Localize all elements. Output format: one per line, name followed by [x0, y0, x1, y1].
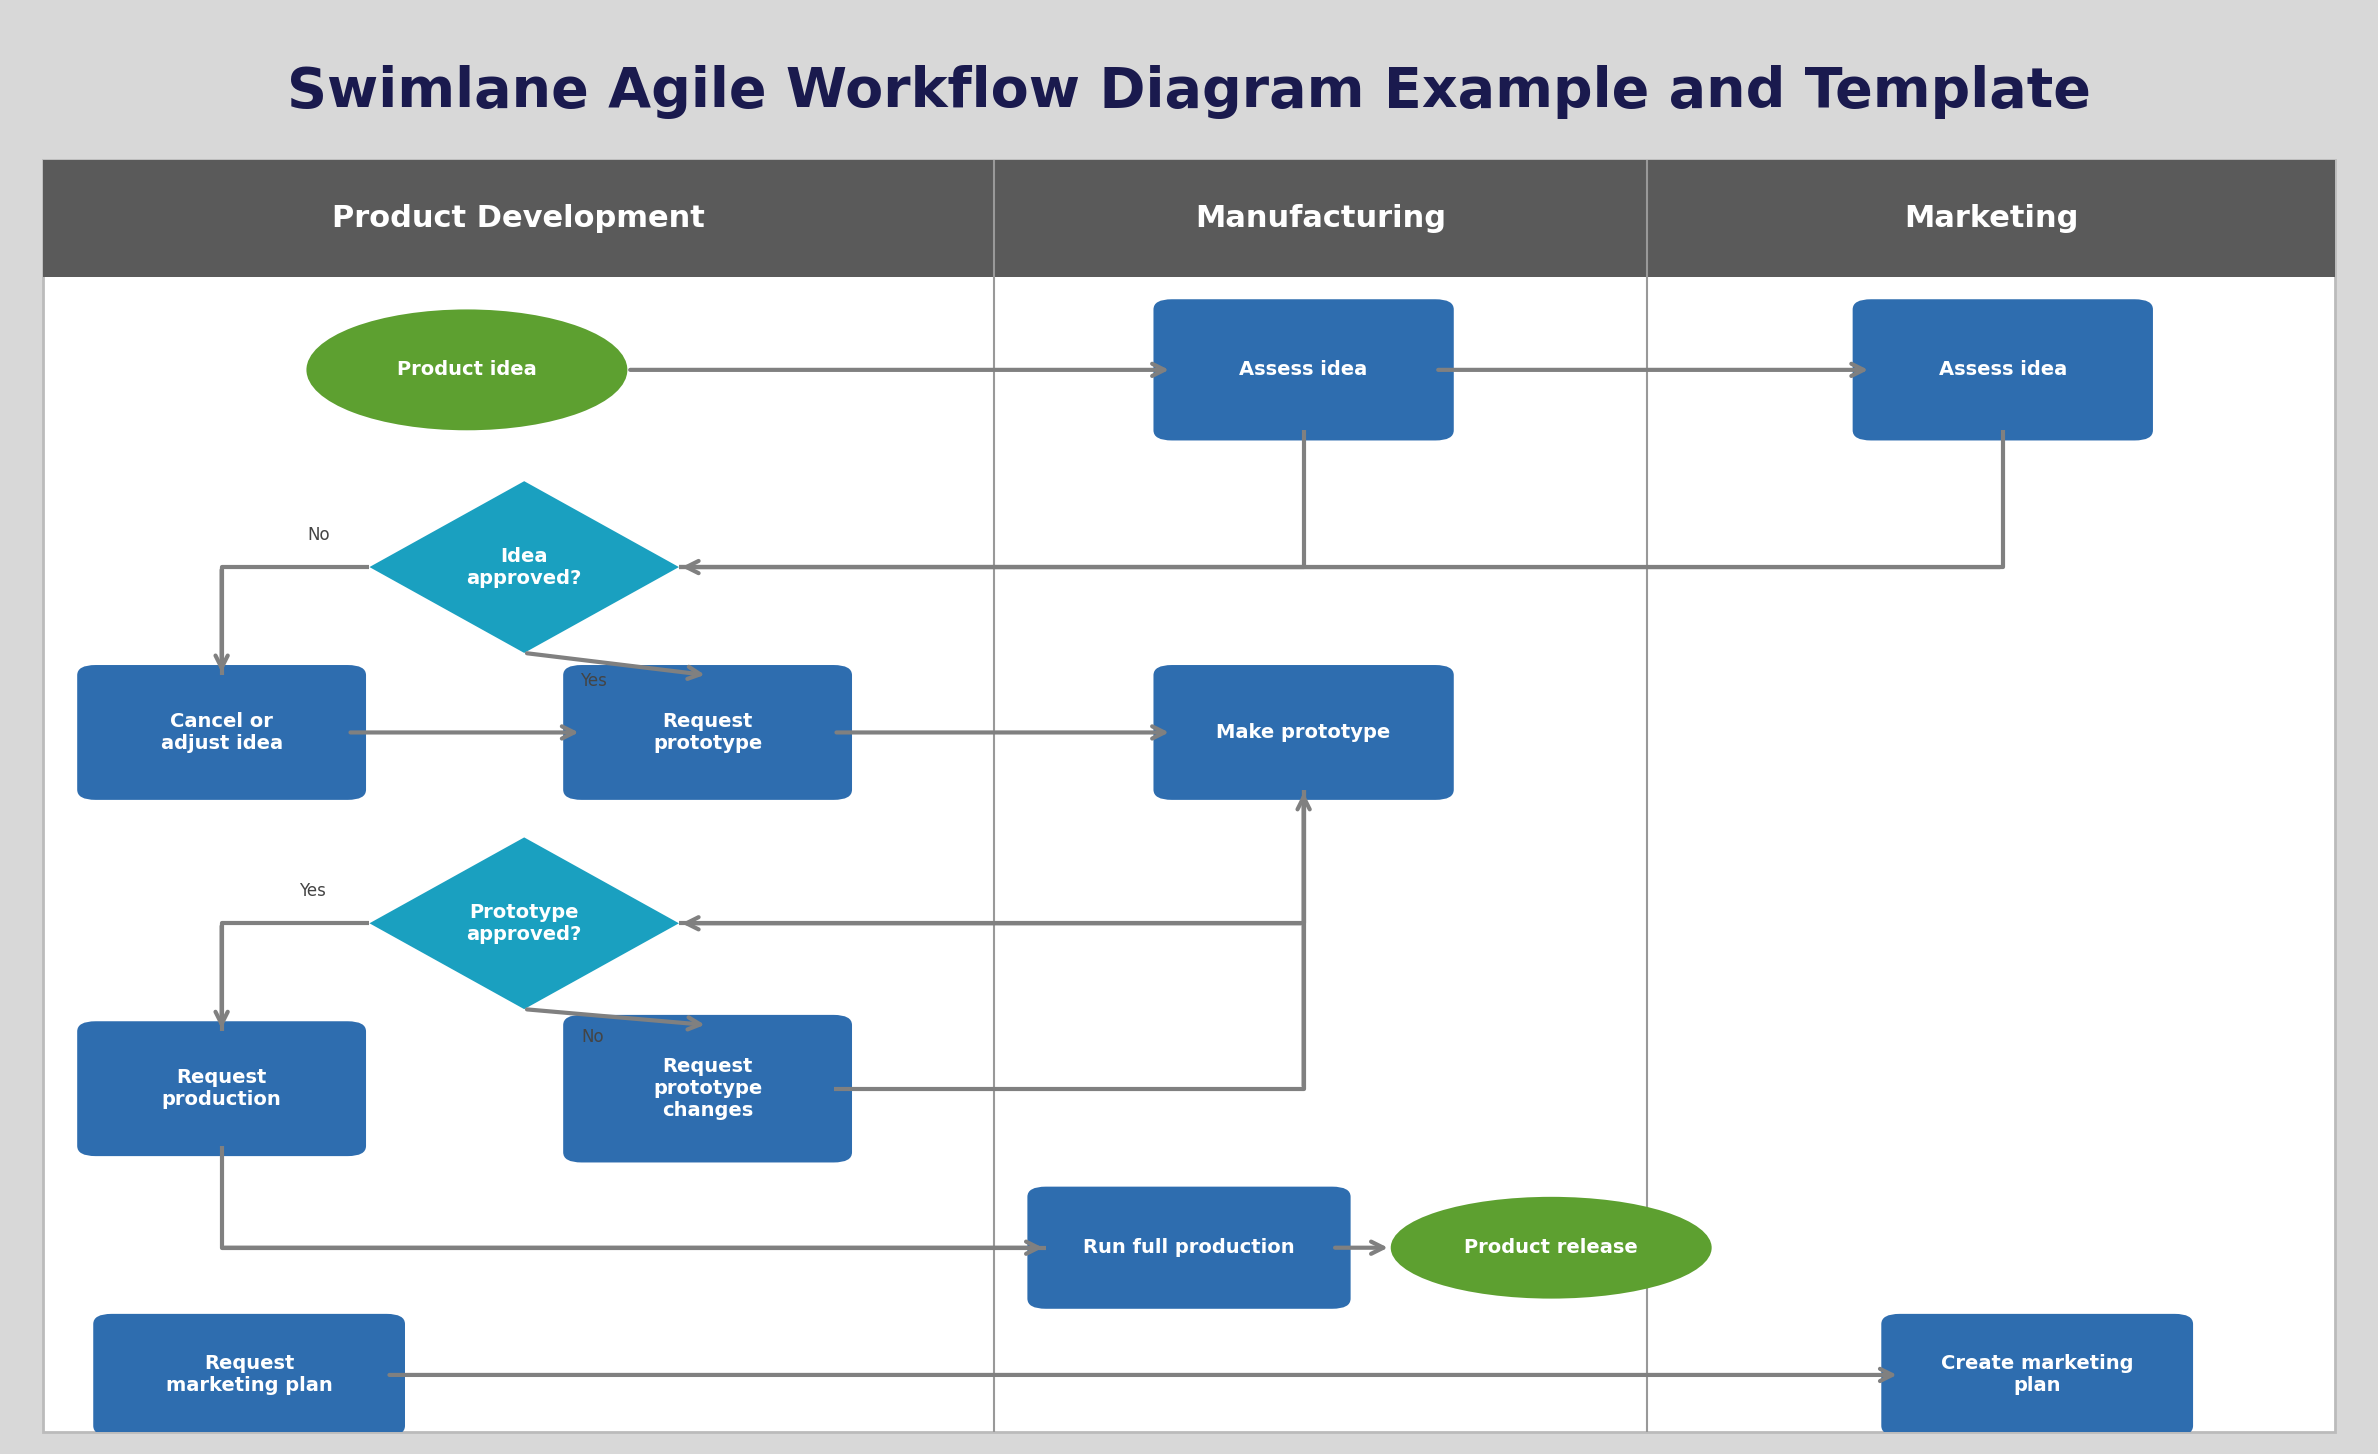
Text: Request
prototype
changes: Request prototype changes	[654, 1057, 763, 1120]
Text: Request
prototype: Request prototype	[654, 712, 763, 753]
FancyBboxPatch shape	[43, 160, 2335, 276]
Text: No: No	[583, 1028, 604, 1047]
Text: Request
production: Request production	[162, 1069, 281, 1109]
Text: Make prototype: Make prototype	[1218, 723, 1391, 742]
Text: Prototype
approved?: Prototype approved?	[466, 903, 583, 944]
Text: Product Development: Product Development	[333, 204, 704, 233]
Text: Assess idea: Assess idea	[1938, 361, 2066, 379]
FancyBboxPatch shape	[1153, 664, 1453, 800]
Text: Create marketing
plan: Create marketing plan	[1940, 1355, 2133, 1396]
Polygon shape	[369, 481, 680, 653]
FancyBboxPatch shape	[43, 160, 2335, 1432]
Text: Marketing: Marketing	[1905, 204, 2078, 233]
FancyBboxPatch shape	[1852, 300, 2152, 441]
Text: Product release: Product release	[1465, 1239, 1638, 1258]
Text: Cancel or
adjust idea: Cancel or adjust idea	[162, 712, 283, 753]
FancyBboxPatch shape	[1153, 300, 1453, 441]
FancyBboxPatch shape	[1881, 1314, 2193, 1437]
FancyBboxPatch shape	[93, 1314, 404, 1437]
FancyBboxPatch shape	[76, 664, 366, 800]
FancyBboxPatch shape	[1027, 1186, 1351, 1309]
Ellipse shape	[307, 310, 628, 430]
Text: Request
marketing plan: Request marketing plan	[166, 1355, 333, 1396]
FancyBboxPatch shape	[76, 1021, 366, 1156]
FancyBboxPatch shape	[564, 664, 851, 800]
Text: Run full production: Run full production	[1084, 1239, 1294, 1258]
Text: No: No	[307, 526, 331, 544]
FancyBboxPatch shape	[564, 1015, 851, 1163]
Text: Idea
approved?: Idea approved?	[466, 547, 583, 587]
Text: Swimlane Agile Workflow Diagram Example and Template: Swimlane Agile Workflow Diagram Example …	[288, 65, 2090, 119]
Text: Manufacturing: Manufacturing	[1196, 204, 1446, 233]
Polygon shape	[369, 838, 680, 1009]
Text: Yes: Yes	[300, 883, 326, 900]
Ellipse shape	[1391, 1197, 1712, 1298]
Text: Yes: Yes	[580, 672, 606, 691]
Text: Assess idea: Assess idea	[1239, 361, 1367, 379]
Text: Product idea: Product idea	[397, 361, 537, 379]
